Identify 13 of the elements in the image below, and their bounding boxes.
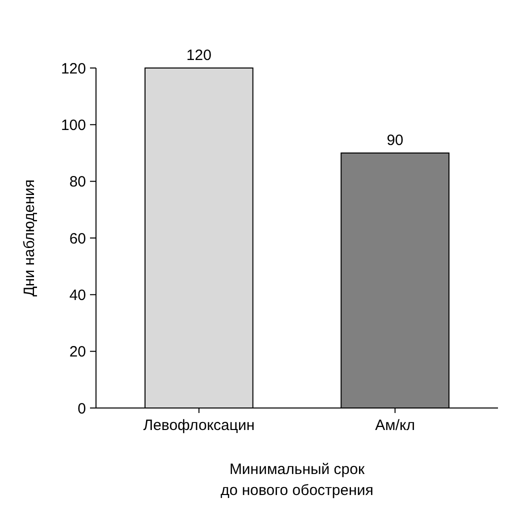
y-tick-label: 40	[69, 286, 86, 304]
y-tick-label: 0	[78, 400, 86, 418]
y-tick-label: 100	[60, 116, 86, 134]
x-axis-title: Минимальный срок до нового обострения	[220, 461, 374, 499]
y-axis-title: Дни наблюдения	[21, 179, 38, 297]
y-tick-label: 120	[60, 60, 86, 78]
data-label: 120	[186, 47, 212, 64]
y-tick-label: 60	[69, 230, 86, 248]
y-tick-label: 20	[69, 344, 86, 361]
y-tick-label: 80	[69, 174, 86, 191]
x-tick-label: Ам/кл	[375, 417, 416, 434]
x-tick-label: Левофлоксацин	[143, 417, 255, 434]
data-label: 90	[386, 132, 404, 149]
